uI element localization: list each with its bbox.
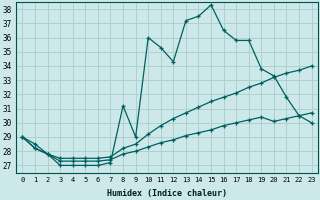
X-axis label: Humidex (Indice chaleur): Humidex (Indice chaleur): [107, 189, 227, 198]
